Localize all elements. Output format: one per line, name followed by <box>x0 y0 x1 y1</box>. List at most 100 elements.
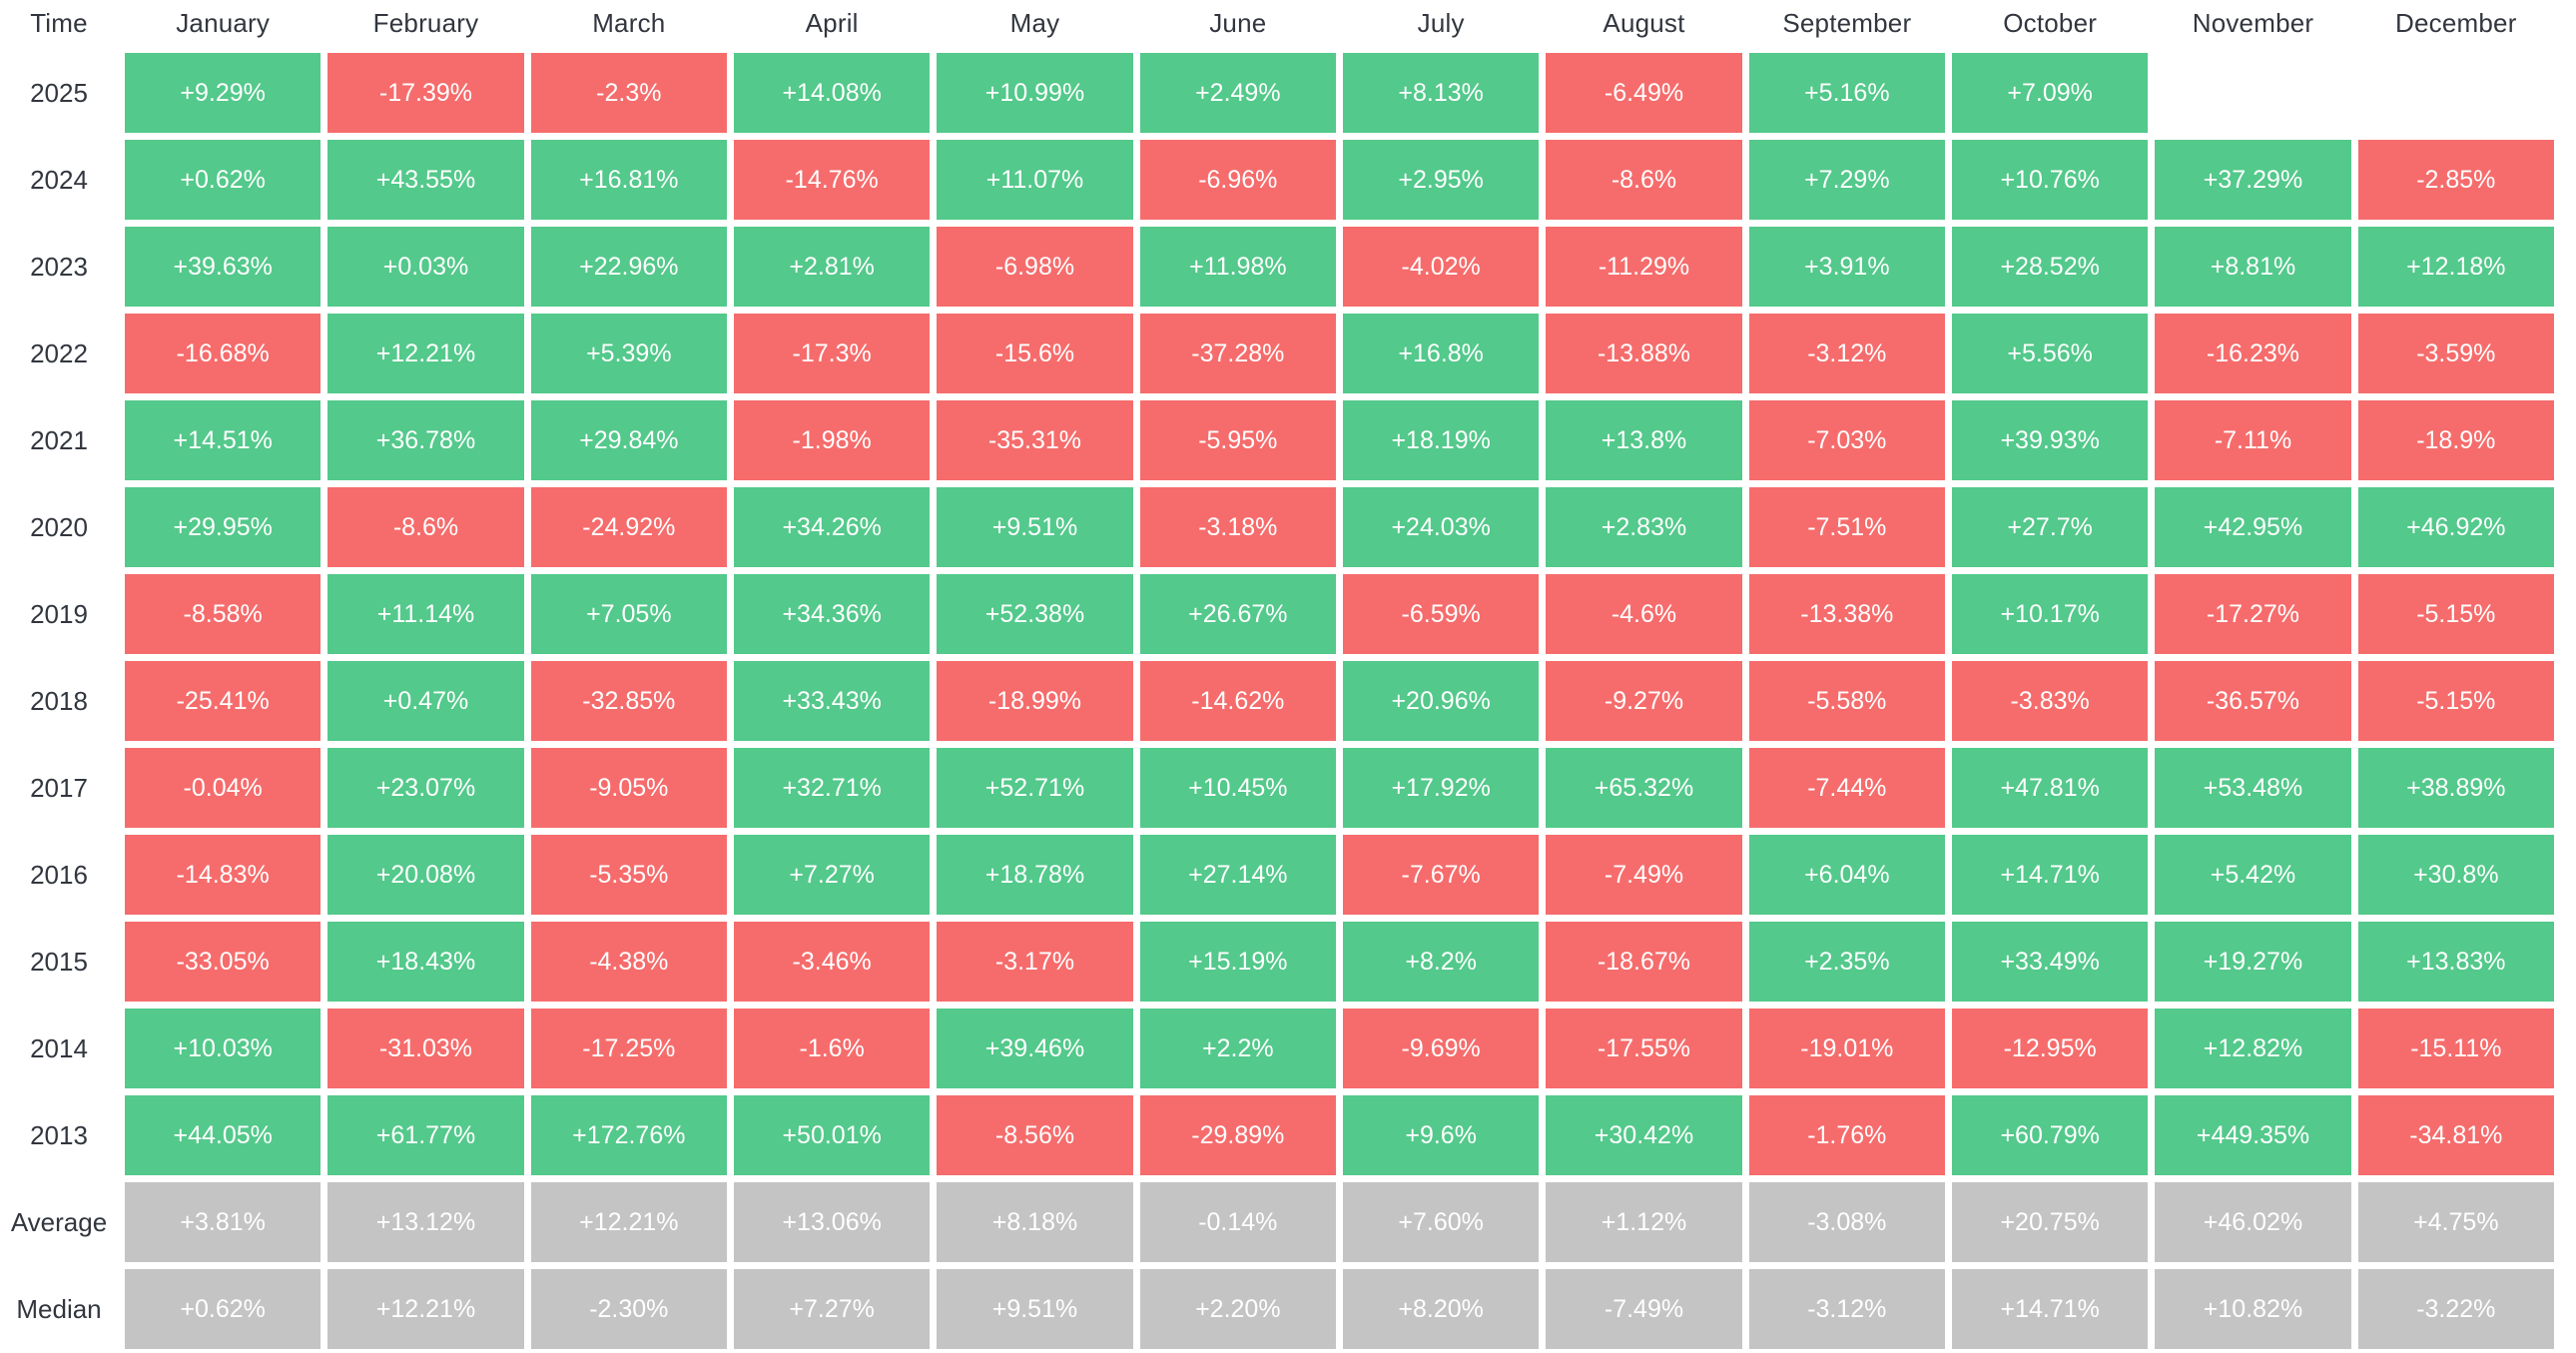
column-header-october: October <box>2003 7 2098 38</box>
row-label-average: Average <box>10 1206 108 1237</box>
return-cell: -32.85% <box>530 661 727 741</box>
return-cell: -7.11% <box>2155 400 2351 480</box>
return-cell: +14.71% <box>1951 1269 2149 1349</box>
return-cell: +7.27% <box>733 835 931 915</box>
return-cell: -4.38% <box>530 922 727 1002</box>
return-cell: -6.98% <box>937 227 1133 307</box>
return-cell: +52.71% <box>937 748 1133 828</box>
return-cell: +14.71% <box>1951 835 2149 915</box>
return-cell: -8.6% <box>1546 140 1742 220</box>
return-cell: +4.75% <box>2357 1182 2554 1262</box>
return-cell: +47.81% <box>1951 748 2149 828</box>
return-cell: -9.69% <box>1342 1009 1540 1088</box>
return-cell: -24.92% <box>530 487 727 567</box>
return-cell: +20.75% <box>1951 1182 2149 1262</box>
return-cell: +44.05% <box>125 1095 322 1175</box>
return-cell: +17.92% <box>1342 748 1540 828</box>
row-label-2020: 2020 <box>30 511 88 542</box>
return-cell: -14.76% <box>733 140 931 220</box>
return-cell: -7.67% <box>1342 835 1540 915</box>
return-cell: +53.48% <box>2155 748 2351 828</box>
return-cell: +38.89% <box>2357 748 2554 828</box>
return-cell: +29.95% <box>125 487 322 567</box>
return-cell: +0.47% <box>327 661 524 741</box>
return-cell: -25.41% <box>125 661 322 741</box>
return-cell: +5.56% <box>1951 314 2149 393</box>
return-cell: +2.20% <box>1139 1269 1336 1349</box>
return-cell: -17.27% <box>2155 574 2351 654</box>
return-cell: +10.82% <box>2155 1269 2351 1349</box>
return-cell: +14.08% <box>733 53 931 133</box>
return-cell: +11.14% <box>327 574 524 654</box>
return-cell: +10.17% <box>1951 574 2149 654</box>
return-cell: +60.79% <box>1951 1095 2149 1175</box>
return-cell: -1.98% <box>733 400 931 480</box>
return-cell: +46.02% <box>2155 1182 2351 1262</box>
return-cell: -35.31% <box>937 400 1133 480</box>
return-cell: -13.88% <box>1546 314 1742 393</box>
return-cell: -16.23% <box>2155 314 2351 393</box>
column-header-june: June <box>1209 7 1267 38</box>
return-cell: -3.18% <box>1139 487 1336 567</box>
return-cell: +39.93% <box>1951 400 2149 480</box>
return-cell: +7.27% <box>733 1269 931 1349</box>
return-cell: -33.05% <box>125 922 322 1002</box>
return-cell: -13.38% <box>1748 574 1945 654</box>
return-cell: +13.06% <box>733 1182 931 1262</box>
return-cell: -7.49% <box>1546 1269 1742 1349</box>
return-cell: -2.30% <box>530 1269 727 1349</box>
return-cell: -18.99% <box>937 661 1133 741</box>
return-cell: +18.43% <box>327 922 524 1002</box>
return-cell: +5.39% <box>530 314 727 393</box>
return-cell: -11.29% <box>1546 227 1742 307</box>
row-label-2015: 2015 <box>30 946 88 977</box>
return-cell: -3.12% <box>1748 1269 1945 1349</box>
return-cell: +16.81% <box>530 140 727 220</box>
return-cell: +27.14% <box>1139 835 1336 915</box>
return-cell: +33.43% <box>733 661 931 741</box>
return-cell: +5.42% <box>2155 835 2351 915</box>
return-cell: +12.21% <box>530 1182 727 1262</box>
column-header-july: July <box>1417 7 1465 38</box>
return-cell: -15.6% <box>937 314 1133 393</box>
return-cell: +449.35% <box>2155 1095 2351 1175</box>
return-cell: +2.49% <box>1139 53 1336 133</box>
empty-cell <box>2155 53 2350 133</box>
return-cell: +0.62% <box>125 140 322 220</box>
return-cell: +3.81% <box>125 1182 322 1262</box>
return-cell: -9.27% <box>1546 661 1742 741</box>
return-cell: +26.67% <box>1139 574 1336 654</box>
row-label-2016: 2016 <box>30 859 88 890</box>
return-cell: +0.62% <box>125 1269 322 1349</box>
return-cell: +24.03% <box>1342 487 1540 567</box>
return-cell: -9.05% <box>530 748 727 828</box>
return-cell: -17.55% <box>1546 1009 1742 1088</box>
return-cell: -5.35% <box>530 835 727 915</box>
return-cell: +3.91% <box>1748 227 1945 307</box>
column-header-september: September <box>1782 7 1912 38</box>
return-cell: +7.60% <box>1342 1182 1540 1262</box>
return-cell: +9.51% <box>937 1269 1133 1349</box>
return-cell: +10.76% <box>1951 140 2149 220</box>
return-cell: +34.36% <box>733 574 931 654</box>
return-cell: -14.62% <box>1139 661 1336 741</box>
column-header-november: November <box>2192 7 2314 38</box>
row-label-2025: 2025 <box>30 77 88 108</box>
return-cell: +7.05% <box>530 574 727 654</box>
return-cell: +8.13% <box>1342 53 1540 133</box>
return-cell: +8.81% <box>2155 227 2351 307</box>
return-cell: -5.15% <box>2357 574 2554 654</box>
return-cell: +5.16% <box>1748 53 1945 133</box>
return-cell: +12.21% <box>327 314 524 393</box>
column-header-time: Time <box>30 7 88 38</box>
return-cell: -12.95% <box>1951 1009 2149 1088</box>
return-cell: +14.51% <box>125 400 322 480</box>
return-cell: -8.56% <box>937 1095 1133 1175</box>
row-label-2024: 2024 <box>30 164 88 195</box>
return-cell: -3.46% <box>733 922 931 1002</box>
return-cell: +39.63% <box>125 227 322 307</box>
return-cell: -2.3% <box>530 53 727 133</box>
column-header-march: March <box>592 7 666 38</box>
return-cell: +52.38% <box>937 574 1133 654</box>
